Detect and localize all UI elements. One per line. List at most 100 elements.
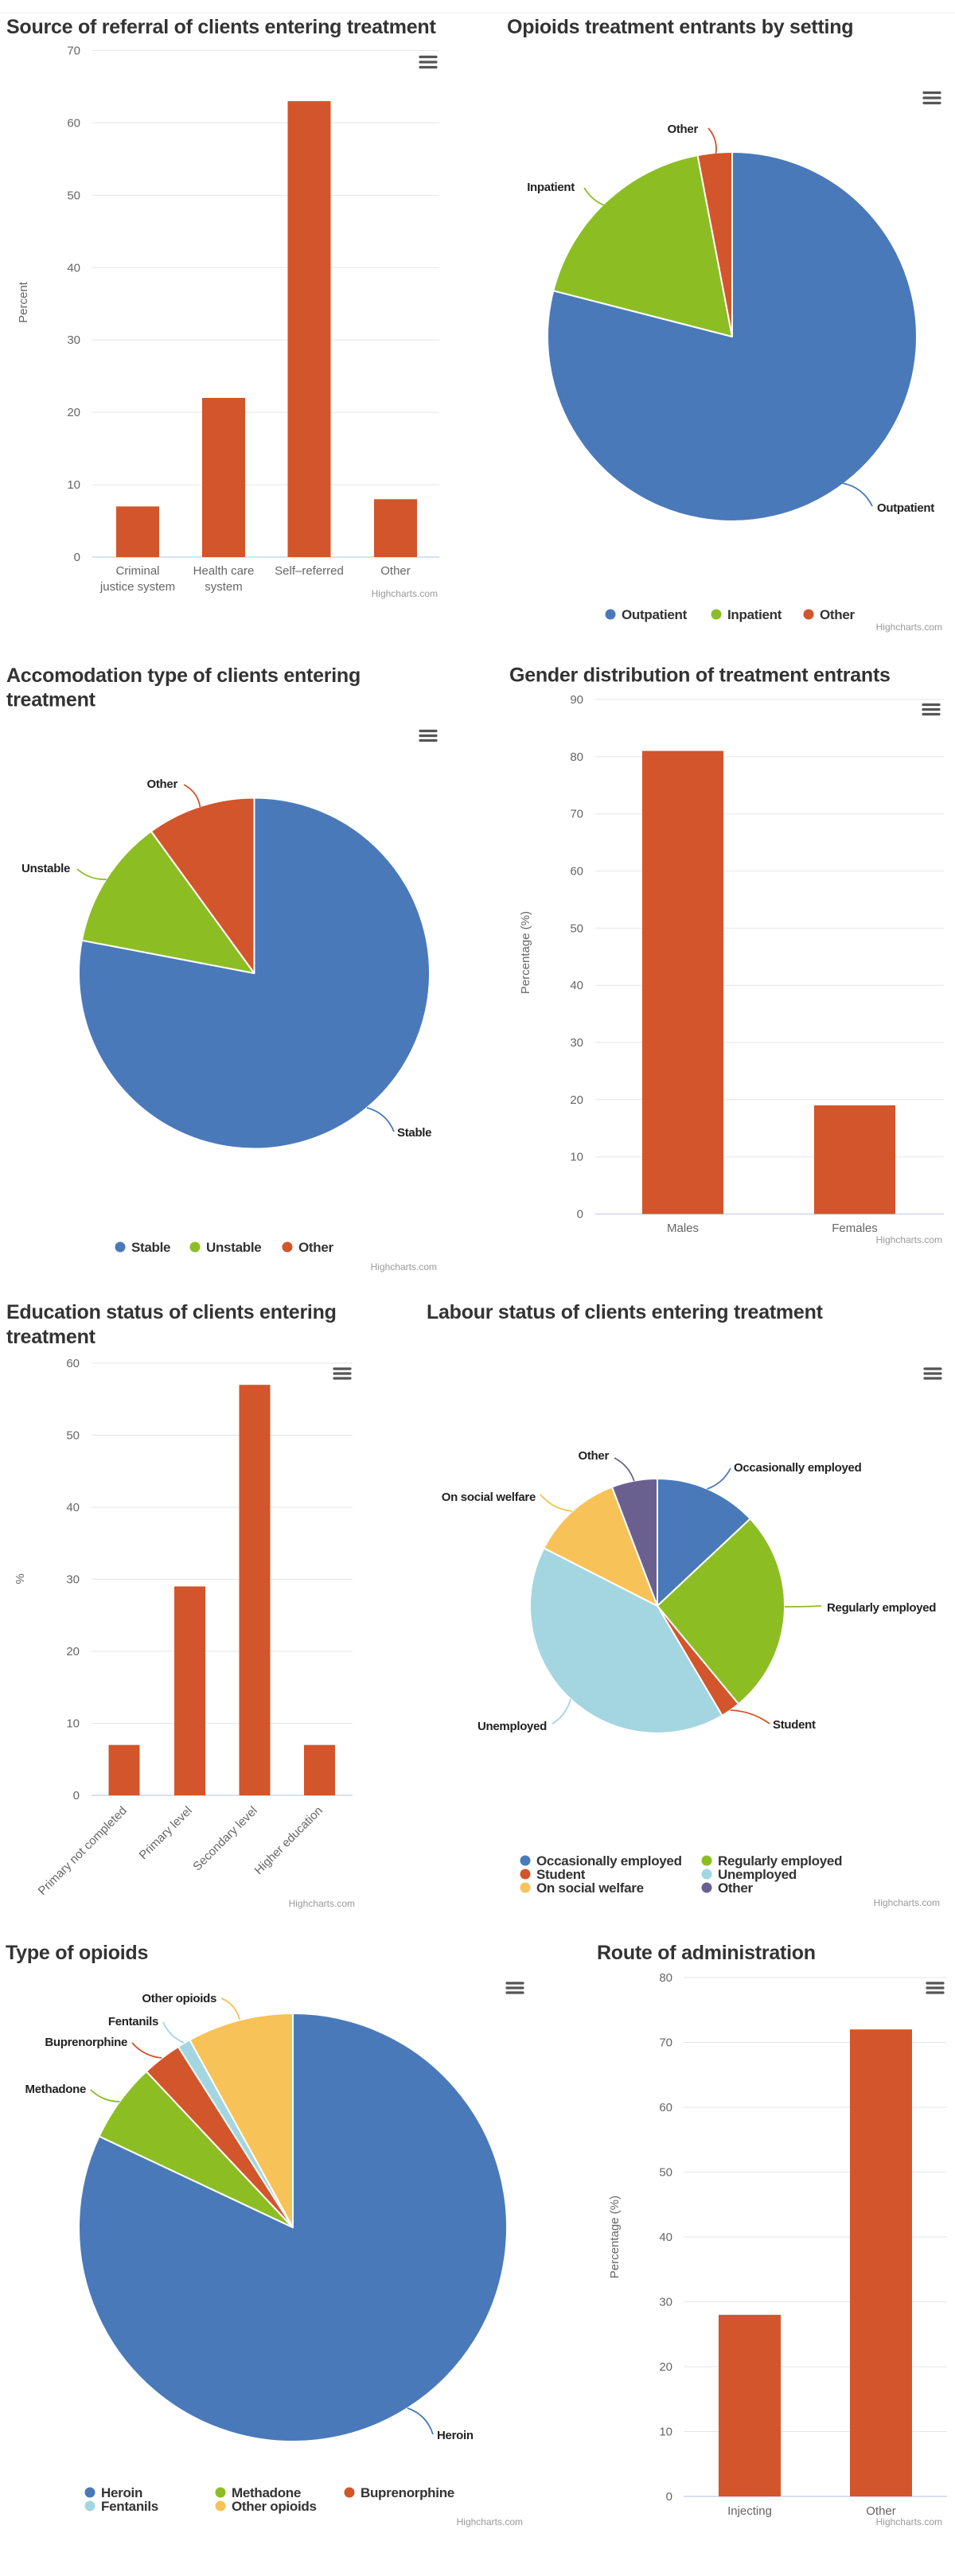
svg-text:Other: Other [578,1449,609,1463]
svg-text:system: system [205,580,243,594]
svg-text:Regularly employed: Regularly employed [827,1601,936,1615]
svg-text:Other: Other [866,2504,896,2518]
svg-text:10: 10 [659,2426,672,2439]
svg-text:10: 10 [570,1151,583,1164]
svg-text:Heroin: Heroin [101,2485,142,2500]
svg-text:20: 20 [659,2360,672,2374]
svg-text:50: 50 [67,189,80,202]
svg-text:Education status of clients en: Education status of clients entering [6,1301,337,1323]
svg-text:Criminal: Criminal [115,564,159,578]
svg-text:Labour status of clients enter: Labour status of clients entering treatm… [427,1301,824,1323]
svg-text:Highcharts.com: Highcharts.com [371,1261,437,1272]
svg-text:Regularly employed: Regularly employed [718,1853,842,1869]
svg-text:70: 70 [570,808,583,821]
svg-text:Student: Student [536,1867,586,1882]
svg-text:0: 0 [577,1208,583,1222]
svg-text:20: 20 [66,1645,80,1658]
svg-text:40: 40 [66,1501,80,1514]
svg-text:40: 40 [659,2231,672,2244]
svg-text:Buprenorphine: Buprenorphine [361,2485,454,2500]
svg-text:treatment: treatment [6,689,96,711]
svg-text:Stable: Stable [397,1126,431,1140]
svg-text:90: 90 [570,693,583,707]
svg-text:20: 20 [570,1093,583,1107]
svg-text:%: % [14,1573,27,1584]
svg-text:Occasionally employed: Occasionally employed [536,1853,682,1869]
svg-text:80: 80 [659,1971,672,1985]
svg-text:Opioids treatment entrants by: Opioids treatment entrants by setting [507,16,853,38]
svg-text:50: 50 [66,1429,80,1443]
svg-text:Inpatient: Inpatient [527,181,575,194]
svg-text:Injecting: Injecting [727,2504,772,2518]
svg-text:30: 30 [67,333,80,347]
svg-text:Unstable: Unstable [206,1240,261,1255]
svg-text:Health care: Health care [193,564,255,578]
svg-text:Males: Males [667,1222,699,1235]
svg-text:Females: Females [832,1222,878,1235]
svg-text:60: 60 [659,2101,672,2114]
svg-text:Highcharts.com: Highcharts.com [289,1898,355,1909]
svg-text:Route of administration: Route of administration [597,1942,816,1964]
svg-text:30: 30 [570,1036,583,1050]
svg-text:10: 10 [66,1717,80,1731]
svg-text:Outpatient: Outpatient [622,607,688,622]
svg-text:Highcharts.com: Highcharts.com [876,622,942,633]
svg-text:Unstable: Unstable [21,862,70,875]
svg-text:Unemployed: Unemployed [477,1720,547,1733]
svg-text:Buprenorphine: Buprenorphine [45,2036,127,2049]
svg-text:Other opioids: Other opioids [232,2499,317,2514]
svg-text:Methadone: Methadone [25,2083,86,2096]
svg-text:Heroin: Heroin [437,2429,474,2442]
svg-text:Highcharts.com: Highcharts.com [874,1897,940,1908]
svg-text:Other: Other [146,777,177,791]
svg-text:Percentage (%): Percentage (%) [519,911,532,994]
svg-text:Gender distribution of treatme: Gender distribution of treatment entrant… [509,664,891,687]
svg-text:70: 70 [67,45,80,58]
svg-text:Self–referred: Self–referred [275,564,344,578]
svg-text:Highcharts.com: Highcharts.com [876,2516,942,2527]
svg-text:60: 60 [67,116,80,130]
svg-text:Other: Other [298,1240,334,1255]
svg-text:Other: Other [667,123,698,136]
svg-text:70: 70 [659,2036,672,2050]
svg-text:Accomodation type of clients e: Accomodation type of clients entering [6,664,361,687]
svg-text:40: 40 [570,979,583,992]
svg-text:0: 0 [73,1789,80,1802]
svg-text:30: 30 [66,1573,80,1587]
svg-text:80: 80 [570,750,583,764]
svg-text:Outpatient: Outpatient [877,501,934,515]
svg-text:0: 0 [666,2490,672,2504]
svg-text:0: 0 [74,551,80,564]
svg-text:40: 40 [67,261,80,275]
svg-text:Fentanils: Fentanils [108,2015,158,2028]
svg-text:50: 50 [659,2166,672,2180]
svg-text:Stable: Stable [131,1240,170,1255]
svg-text:Methadone: Methadone [232,2485,301,2500]
svg-text:50: 50 [570,922,583,935]
svg-text:treatment: treatment [6,1326,96,1348]
svg-text:Occasionally employed: Occasionally employed [734,1461,862,1475]
svg-text:30: 30 [659,2296,672,2309]
svg-text:Other: Other [718,1880,754,1896]
svg-text:60: 60 [570,865,583,879]
svg-text:10: 10 [67,478,80,492]
svg-text:Highcharts.com: Highcharts.com [372,588,438,599]
svg-text:Fentanils: Fentanils [101,2499,158,2514]
svg-text:Type of opioids: Type of opioids [6,1942,148,1964]
svg-text:Highcharts.com: Highcharts.com [876,1234,942,1245]
svg-text:justice system: justice system [99,580,175,594]
svg-text:Percent: Percent [17,281,30,323]
svg-text:Inpatient: Inpatient [727,607,782,622]
svg-text:Highcharts.com: Highcharts.com [457,2516,523,2527]
svg-text:Other opioids: Other opioids [142,1992,216,2005]
svg-text:Percentage (%): Percentage (%) [608,2196,622,2278]
svg-text:Unemployed: Unemployed [718,1867,797,1882]
svg-text:Source of referral of clients: Source of referral of clients entering t… [6,16,436,38]
svg-text:On social welfare: On social welfare [442,1491,536,1504]
svg-text:60: 60 [66,1357,80,1370]
svg-text:Student: Student [773,1718,816,1732]
svg-text:Other: Other [820,607,856,622]
svg-text:On social welfare: On social welfare [536,1880,644,1896]
svg-text:Other: Other [380,564,411,578]
svg-text:20: 20 [67,406,80,419]
